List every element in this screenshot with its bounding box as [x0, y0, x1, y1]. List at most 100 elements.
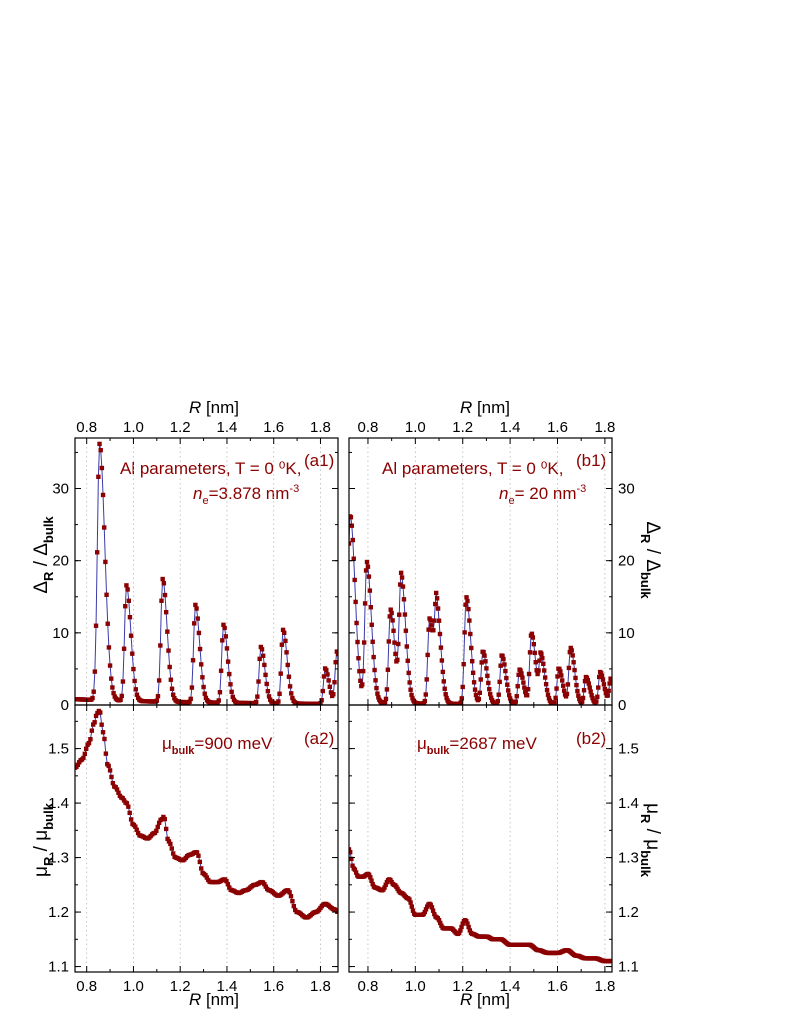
- data-point: [514, 694, 519, 699]
- x-tick-label: 1.2: [170, 978, 191, 995]
- data-point: [525, 687, 531, 692]
- data-point: [156, 678, 162, 683]
- data-point: [202, 691, 207, 696]
- data-point: [93, 713, 99, 719]
- x-tick-label: 1.6: [263, 978, 284, 995]
- top-xlabel-b1: R [nm]: [460, 398, 510, 417]
- data-point: [433, 601, 438, 607]
- annotation-b1-line2: ne= 20 nm-3: [499, 483, 586, 507]
- y-tick-label: 20: [52, 553, 69, 570]
- data-point: [369, 622, 374, 627]
- data-point: [523, 689, 528, 695]
- data-point: [277, 691, 282, 696]
- data-point: [572, 667, 577, 673]
- series-line: [349, 849, 612, 962]
- data-point: [422, 698, 428, 704]
- data-point: [260, 653, 266, 659]
- data-point: [471, 680, 477, 685]
- data-point: [84, 746, 89, 751]
- data-point: [349, 515, 354, 520]
- data-point: [91, 689, 96, 694]
- data-point: [555, 674, 560, 679]
- data-point: [533, 660, 538, 665]
- data-point: [225, 882, 231, 887]
- data-point: [189, 685, 195, 690]
- data-point: [276, 699, 281, 704]
- data-point: [537, 658, 542, 663]
- data-point: [224, 646, 230, 651]
- data-point: [581, 688, 587, 693]
- data-point: [162, 816, 167, 822]
- data-point: [321, 674, 327, 679]
- data-point: [106, 645, 112, 650]
- data-point: [361, 668, 366, 674]
- data-point: [133, 824, 138, 829]
- data-point: [408, 687, 413, 692]
- data-point: [585, 677, 591, 683]
- y-tick-label: 30: [52, 481, 69, 498]
- data-point: [526, 671, 532, 677]
- data-point: [597, 674, 602, 680]
- data-point: [220, 638, 225, 643]
- data-point: [163, 610, 169, 615]
- data-point: [397, 582, 403, 587]
- data-point: [159, 816, 165, 822]
- data-point: [229, 689, 234, 695]
- data-point: [194, 606, 199, 611]
- x-tick-label: 1.8: [310, 978, 331, 995]
- data-point: [364, 559, 370, 565]
- data-point: [485, 673, 490, 679]
- data-point: [402, 612, 408, 617]
- data-point: [216, 698, 221, 703]
- ylabel-a1: ΔR / Δbulk: [31, 516, 56, 594]
- x-tick-label: 1.0: [123, 419, 144, 436]
- x-tick-label: 1.4: [500, 978, 521, 995]
- data-point: [557, 666, 562, 672]
- panel-a1: 0.8 1.0 1.2 1.4 1.6 1.8 0 10 20 30: [52, 419, 339, 714]
- data-point: [197, 859, 203, 865]
- x-tick-label: 1.6: [547, 978, 568, 995]
- data-point: [353, 870, 359, 875]
- data-point: [573, 675, 578, 681]
- data-point: [99, 722, 104, 727]
- data-point: [130, 651, 135, 656]
- data-point: [349, 849, 353, 855]
- data-point: [170, 851, 176, 856]
- data-point: [100, 730, 106, 735]
- series-group: [349, 514, 612, 705]
- data-point: [369, 878, 374, 883]
- data-point: [397, 612, 402, 617]
- x-tick-label: 1.2: [170, 419, 191, 436]
- data-point: [553, 695, 558, 701]
- data-point: [384, 687, 390, 692]
- annotation-a1-line1: Al parameters, T = 0 ⁰K,: [120, 459, 301, 478]
- data-point: [466, 924, 471, 930]
- data-point: [382, 885, 387, 890]
- data-point: [543, 682, 549, 687]
- data-point: [458, 700, 464, 705]
- data-point: [407, 897, 412, 902]
- data-point: [134, 692, 140, 697]
- data-point: [463, 602, 468, 607]
- series-group: [75, 441, 338, 705]
- data-point: [376, 695, 381, 700]
- data-point: [406, 670, 411, 676]
- data-point: [545, 692, 551, 697]
- data-point: [594, 699, 599, 704]
- data-point: [462, 630, 467, 635]
- data-point: [383, 696, 389, 702]
- data-point: [468, 631, 473, 637]
- data-point: [167, 664, 172, 670]
- data-point: [486, 680, 491, 686]
- x-tick-label: 1.4: [500, 419, 521, 436]
- data-point: [582, 679, 588, 684]
- data-point: [325, 672, 330, 677]
- data-point: [519, 671, 524, 676]
- data-point: [125, 587, 130, 592]
- data-point: [467, 618, 472, 623]
- y-tick-label: 20: [618, 553, 635, 570]
- data-point: [609, 958, 612, 964]
- data-point: [118, 697, 123, 703]
- data-point: [544, 687, 550, 693]
